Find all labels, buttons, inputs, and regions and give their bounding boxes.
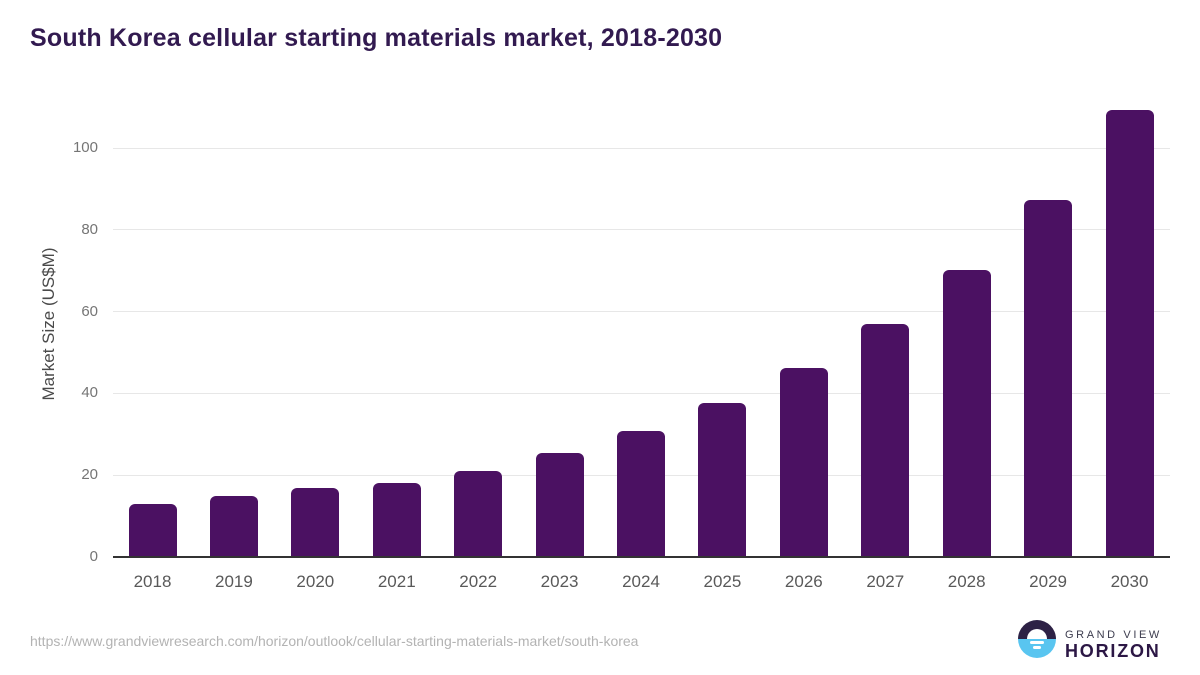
y-tick-80: 80	[81, 220, 98, 238]
plot-area	[113, 95, 1170, 557]
bar-2021	[372, 483, 421, 557]
bar-2027	[861, 324, 910, 557]
bar-2025	[698, 403, 747, 557]
x-label-2026: 2026	[784, 572, 823, 591]
x-label-2024: 2024	[622, 572, 660, 591]
gridline-80	[113, 229, 1170, 231]
gridline-100	[113, 147, 1170, 149]
chart-title: South Korea cellular starting materials …	[30, 24, 723, 52]
bar-2019	[209, 496, 258, 557]
x-label-2025: 2025	[703, 572, 742, 591]
x-label-2021: 2021	[377, 572, 416, 591]
x-label-2019: 2019	[214, 572, 253, 591]
x-label-2028: 2028	[947, 572, 986, 591]
source-url: https://www.grandviewresearch.com/horizo…	[30, 633, 639, 649]
y-tick-60: 60	[81, 302, 98, 320]
sun-dome-shape	[1027, 629, 1047, 639]
y-tick-100: 100	[72, 139, 98, 156]
bar-2018	[128, 504, 177, 557]
y-tick-40: 40	[81, 384, 98, 402]
bar-2030	[1105, 110, 1154, 557]
x-label-2023: 2023	[540, 572, 579, 591]
x-label-2030: 2030	[1110, 572, 1149, 591]
bar-2023	[535, 453, 584, 557]
gridline-60	[113, 311, 1170, 313]
x-label-2022: 2022	[459, 572, 498, 591]
horizon-sun-icon	[1018, 620, 1056, 658]
sun-reflection-bar	[1033, 646, 1041, 649]
y-tick-0: 0	[89, 548, 98, 565]
bar-2029	[1024, 200, 1073, 557]
x-label-2020: 2020	[296, 572, 335, 591]
bar-2022	[454, 471, 503, 557]
logo-text-horizon: HORIZON	[1065, 641, 1161, 661]
grand-view-horizon-logo: GRAND VIEW HORIZON	[1018, 620, 1178, 661]
x-label-2029: 2029	[1029, 572, 1067, 591]
bar-2026	[779, 368, 828, 557]
bar-2024	[617, 431, 665, 557]
gridline-40	[113, 392, 1170, 394]
x-axis-line	[113, 556, 1170, 558]
bar-2020	[291, 488, 340, 557]
x-label-2027: 2027	[866, 572, 905, 591]
sun-reflection-bar	[1030, 641, 1044, 644]
y-tick-20: 20	[81, 466, 98, 484]
bar-2028	[942, 270, 991, 557]
logo-text-grand-view: GRAND VIEW	[1065, 629, 1162, 641]
x-label-2018: 2018	[133, 572, 172, 591]
